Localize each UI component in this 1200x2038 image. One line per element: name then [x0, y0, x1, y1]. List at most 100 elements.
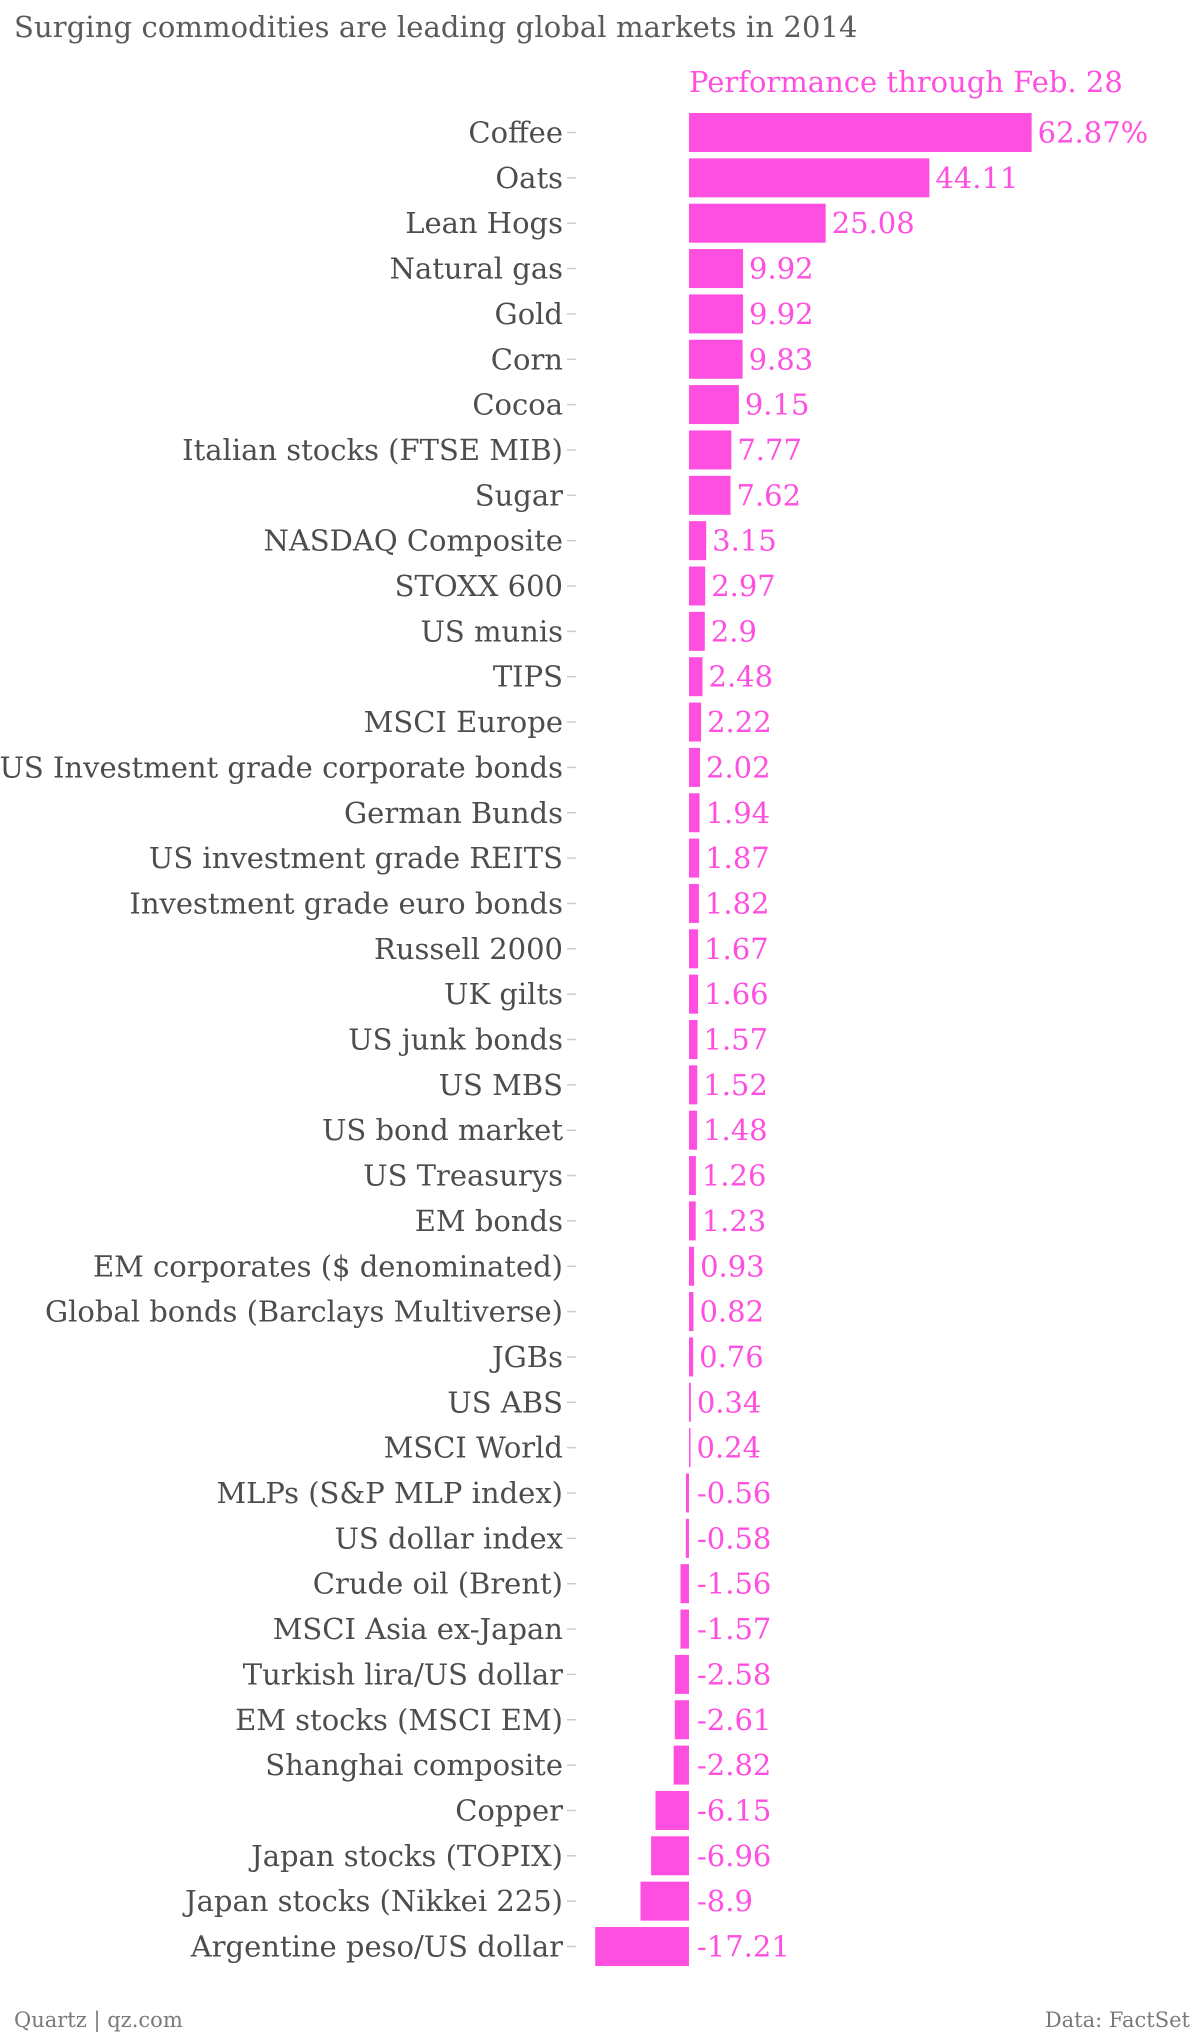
value-label: -6.15	[697, 1793, 771, 1827]
value-label: 44.11	[935, 161, 1018, 195]
bars-group	[595, 113, 1032, 1966]
value-label: 2.48	[709, 660, 774, 694]
value-label: -2.58	[697, 1657, 771, 1691]
value-label: 9.83	[749, 342, 814, 376]
value-label: 0.82	[699, 1295, 764, 1329]
category-label: Coffee	[468, 116, 563, 150]
bar	[689, 475, 731, 515]
bar	[595, 1927, 689, 1966]
category-label: Investment grade euro bonds	[129, 886, 563, 920]
category-label: Japan stocks (TOPIX)	[248, 1839, 563, 1873]
bar	[640, 1881, 690, 1921]
value-label: 1.67	[704, 932, 769, 966]
bar	[689, 838, 700, 878]
value-label: -1.57	[697, 1612, 771, 1646]
chart-title: Surging commodities are leading global m…	[14, 10, 858, 44]
bar	[689, 883, 699, 923]
category-label: NASDAQ Composite	[263, 524, 563, 558]
category-label: Global bonds (Barclays Multiverse)	[45, 1295, 563, 1329]
value-label: 1.66	[704, 977, 769, 1011]
value-label: 7.62	[737, 478, 802, 512]
bar	[689, 113, 1032, 152]
category-labels-group: Coffee Oats Lean Hogs Natural gas Gold Corn Co…	[0, 116, 576, 1964]
bar	[689, 1201, 696, 1241]
category-label: Japan stocks (Nikkei 225)	[182, 1884, 563, 1918]
bar	[689, 1337, 694, 1377]
value-label: 2.97	[711, 569, 776, 603]
value-label: 0.76	[699, 1340, 764, 1374]
bar	[689, 1382, 691, 1422]
bar	[674, 1654, 689, 1694]
category-label: Crude oil (Brent)	[313, 1567, 563, 1601]
bar	[689, 611, 705, 651]
category-label: Oats	[495, 161, 563, 195]
category-label: Turkish lira/US dollar	[243, 1657, 563, 1691]
bar	[689, 339, 743, 379]
bar	[685, 1473, 689, 1513]
category-label: German Bunds	[344, 796, 563, 830]
bar	[689, 1020, 698, 1059]
bar	[689, 158, 930, 198]
category-label: MSCI Asia ex-Japan	[273, 1612, 563, 1646]
value-label: 1.87	[705, 841, 770, 875]
value-label: 1.94	[706, 796, 771, 830]
value-label: 7.77	[737, 433, 802, 467]
category-label: MSCI Europe	[364, 705, 563, 739]
value-label: 1.52	[703, 1068, 768, 1102]
bar	[689, 1428, 691, 1468]
footer-source-left: Quartz | qz.com	[14, 2008, 183, 2032]
category-label: EM corporates ($ denominated)	[93, 1249, 563, 1283]
bar	[680, 1564, 689, 1604]
category-label: US junk bonds	[348, 1023, 563, 1057]
category-label: Cocoa	[472, 388, 563, 422]
bar	[689, 1156, 696, 1196]
value-labels-group: 62.87% 44.11 25.08 9.92 9.92 9.83 9.15 7.77 7.62…	[697, 116, 1149, 1964]
category-label: Argentine peso/US dollar	[190, 1930, 563, 1964]
bar	[680, 1609, 689, 1649]
footer-source-right: Data: FactSet	[1044, 2008, 1190, 2032]
value-label: -2.82	[697, 1748, 771, 1782]
category-label: UK gilts	[444, 977, 563, 1011]
category-label: Copper	[455, 1793, 563, 1827]
category-label: EM stocks (MSCI EM)	[235, 1703, 563, 1737]
value-label: 1.26	[702, 1159, 767, 1193]
value-label: 0.93	[700, 1249, 765, 1283]
category-label: Lean Hogs	[405, 206, 563, 240]
category-label: US bond market	[322, 1113, 563, 1147]
bar	[689, 974, 699, 1014]
bar	[685, 1518, 689, 1558]
value-label: 9.92	[749, 297, 814, 331]
category-label: EM bonds	[415, 1204, 563, 1238]
value-label: -6.96	[697, 1839, 771, 1873]
value-label: 25.08	[832, 206, 915, 240]
value-label: -0.58	[697, 1521, 771, 1555]
value-label: -8.9	[697, 1884, 753, 1918]
category-label: MLPs (S&P MLP index)	[216, 1476, 563, 1510]
bar	[689, 1246, 695, 1286]
bar	[673, 1745, 689, 1785]
value-label: 9.92	[749, 252, 814, 286]
category-label: STOXX 600	[395, 569, 563, 603]
bar	[689, 294, 744, 334]
bar	[689, 793, 700, 833]
category-label: Corn	[491, 342, 563, 376]
value-label: 0.24	[697, 1431, 762, 1465]
value-label: 9.15	[745, 388, 810, 422]
category-label: US MBS	[439, 1068, 563, 1102]
category-label: MSCI World	[384, 1431, 563, 1465]
category-label: US dollar index	[334, 1521, 563, 1555]
category-label: TIPS	[493, 660, 563, 694]
bar	[689, 702, 702, 742]
bar	[689, 1292, 694, 1332]
value-label: 1.57	[704, 1023, 769, 1057]
bar	[689, 521, 707, 561]
value-label: -17.21	[697, 1930, 790, 1964]
category-label: Shanghai composite	[265, 1748, 563, 1782]
value-label: 2.02	[706, 750, 771, 784]
category-label: Russell 2000	[374, 932, 563, 966]
bar	[689, 747, 701, 787]
value-label: 1.23	[702, 1204, 767, 1238]
bar	[651, 1836, 689, 1876]
value-label: -2.61	[697, 1703, 771, 1737]
